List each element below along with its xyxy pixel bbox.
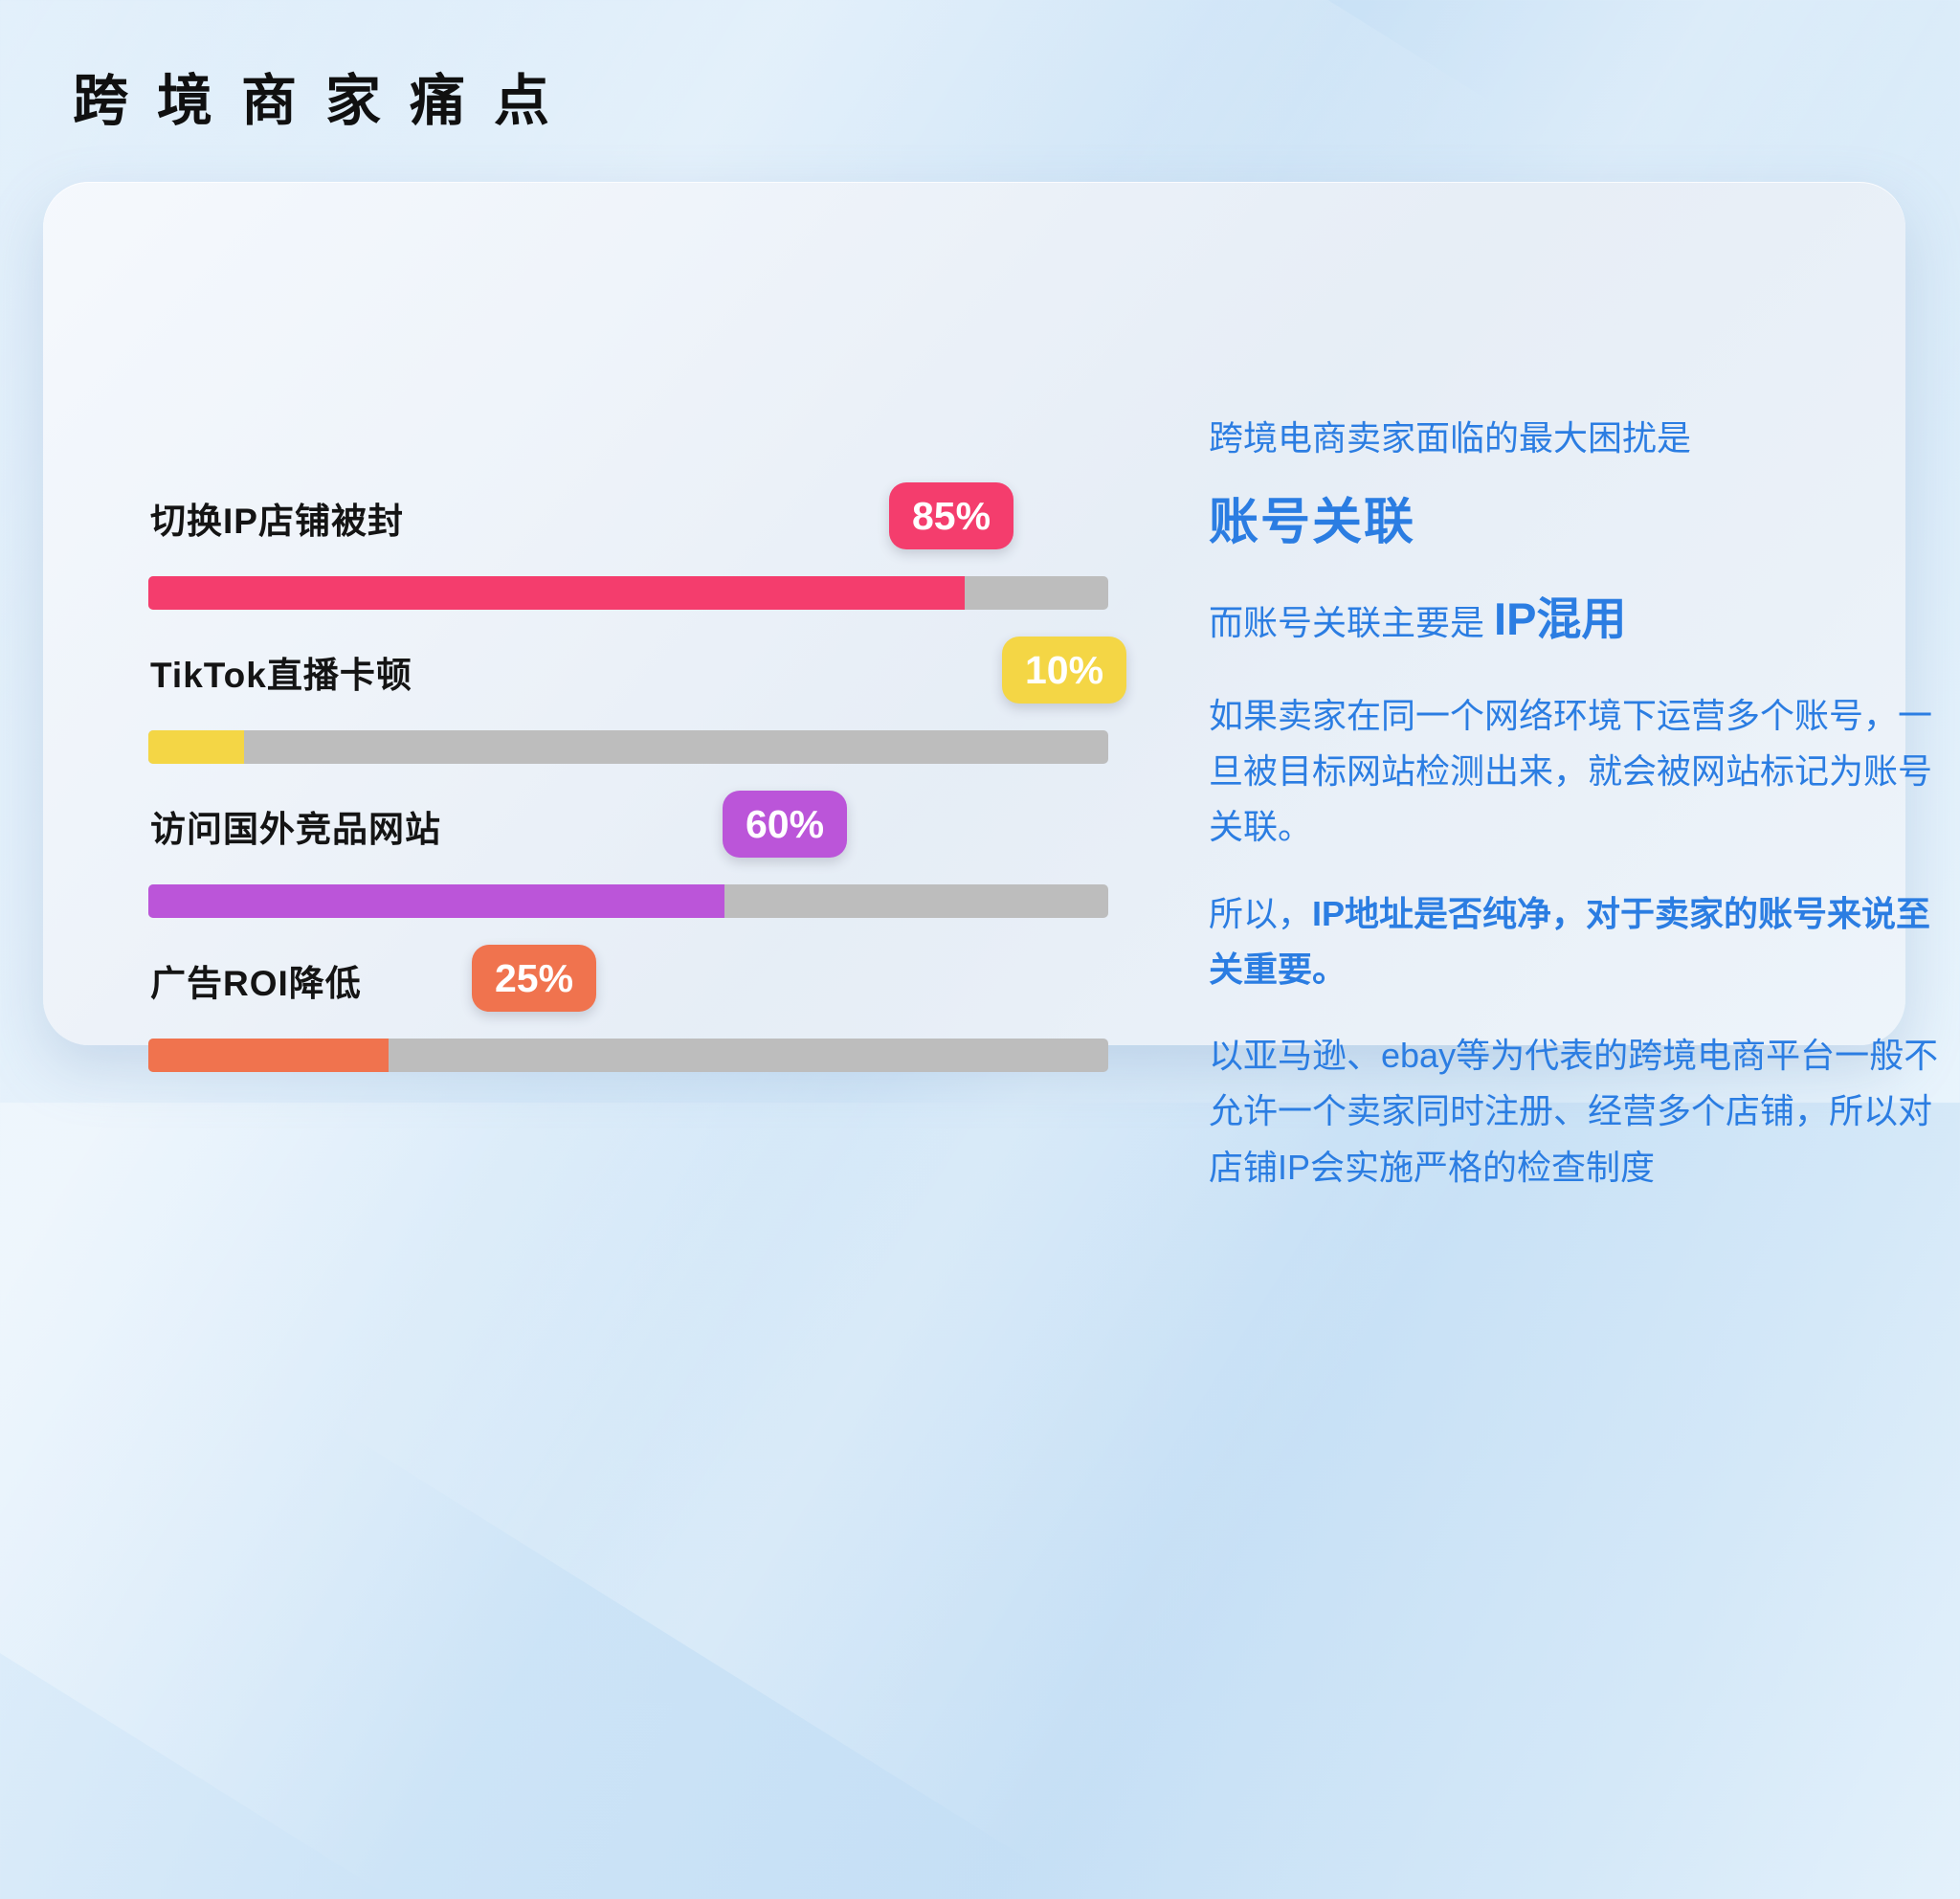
- info-paragraph-platforms: 以亚马逊、ebay等为代表的跨境电商平台一般不允许一个卖家同时注册、经营多个店铺…: [1209, 1036, 1939, 1187]
- info-paragraph-detection: 如果卖家在同一个网络环境下运营多个账号，一旦被目标网站检测出来，就会被网站标记为…: [1209, 695, 1933, 847]
- page-title: 跨境商家痛点: [73, 70, 579, 132]
- chart-row-foreign-sites: 访问国外竞品网站 60%: [148, 791, 1108, 944]
- value-badge: 25%: [472, 945, 596, 1012]
- value-badge: 85%: [889, 482, 1013, 549]
- info-line-ip-mix: 而账号关联主要是 IP混用: [1209, 582, 1960, 648]
- bar-fill: [148, 884, 724, 918]
- value-badge: 10%: [1002, 637, 1126, 704]
- bar-fill: [148, 1039, 389, 1072]
- info-highlight-account-link: 账号关联: [1209, 494, 1416, 550]
- content-card: 切换IP店铺被封 85% TikTok直播卡顿 10% 访问国外竞品网站 60%…: [43, 182, 1938, 1187]
- info-panel: 跨境电商卖家面临的最大困扰是 账号关联 而账号关联主要是 IP混用 如果卖家在同…: [1209, 415, 1960, 1195]
- bar-track: [148, 576, 1108, 610]
- chart-row-ad-roi: 广告ROI降低 25%: [148, 945, 1108, 1098]
- bar-fill: [148, 576, 965, 610]
- bar-track: [148, 1039, 1108, 1072]
- bar-label: 访问国外竞品网站: [150, 810, 441, 849]
- pain-points-bar-chart: 切换IP店铺被封 85% TikTok直播卡顿 10% 访问国外竞品网站 60%…: [148, 469, 1126, 1120]
- bar-track: [148, 730, 1108, 764]
- bar-track: [148, 884, 1108, 918]
- bar-label: TikTok直播卡顿: [150, 656, 412, 695]
- bar-label: 切换IP店铺被封: [150, 502, 404, 541]
- info-line2-highlight: IP混用: [1494, 592, 1627, 644]
- bar-fill: [148, 730, 245, 764]
- para2-prefix: 所以，: [1209, 893, 1313, 933]
- info-paragraph-ip-purity: 所以，IP地址是否纯净，对于卖家的账号来说至关重要。: [1209, 886, 1960, 998]
- chart-row-tiktok-lag: TikTok直播卡顿 10%: [148, 637, 1126, 790]
- value-badge: 60%: [723, 791, 847, 858]
- bar-label: 广告ROI降低: [150, 964, 362, 1003]
- chart-row-ip-ban: 切换IP店铺被封 85%: [148, 482, 1108, 636]
- info-line2-prefix: 而账号关联主要是: [1209, 602, 1495, 642]
- info-intro: 跨境电商卖家面临的最大困扰是: [1209, 418, 1692, 458]
- para2-bold: IP地址是否纯净，对于卖家的账号来说至关重要。: [1209, 893, 1931, 989]
